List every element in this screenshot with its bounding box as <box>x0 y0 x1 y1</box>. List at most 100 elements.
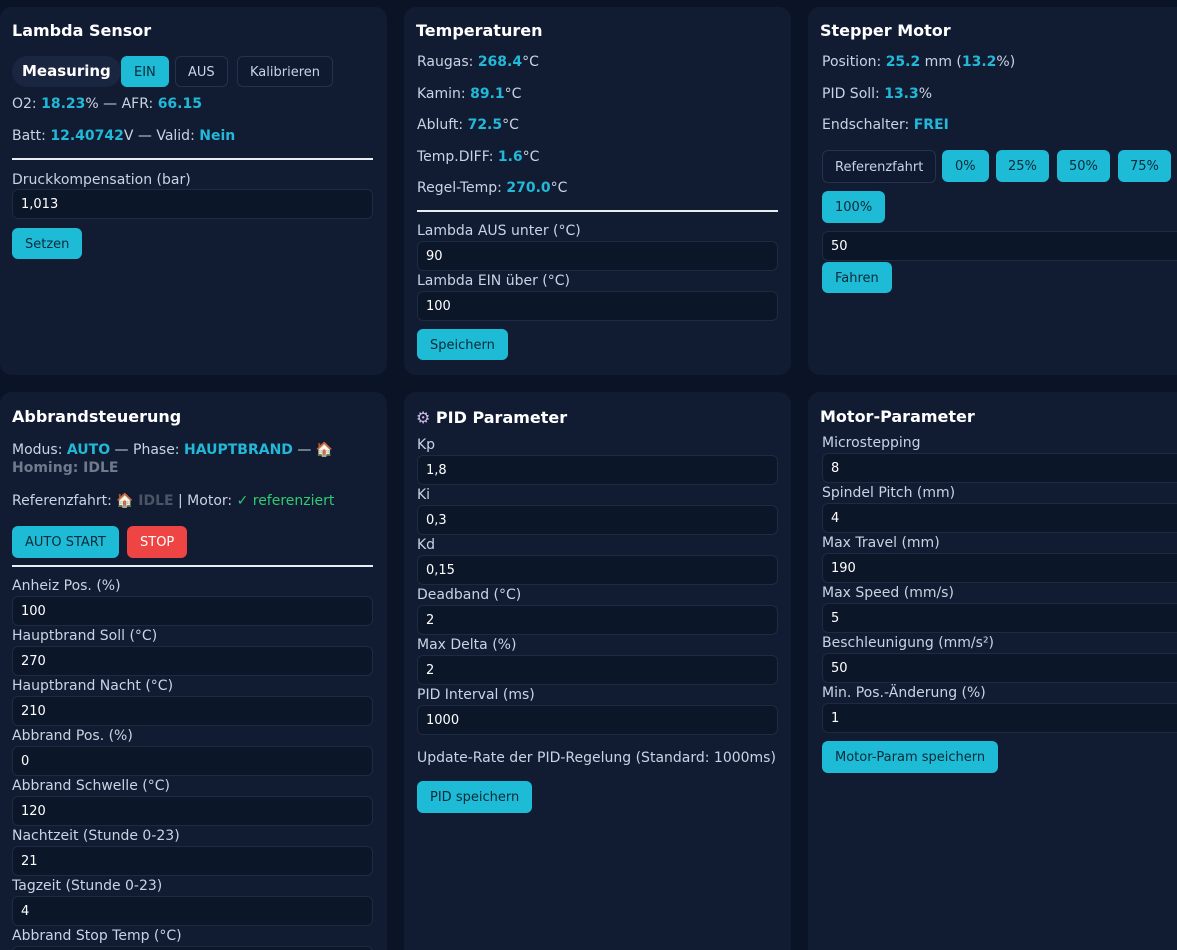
tagzeit-input[interactable] <box>12 896 373 926</box>
field-label: Max Delta (%) <box>417 637 517 653</box>
kp-input[interactable] <box>417 455 778 485</box>
stepper-pid-line: PID Soll: 13.3% <box>822 86 933 102</box>
target-position-input[interactable] <box>822 231 1177 261</box>
lambda-aus-input[interactable] <box>417 241 778 271</box>
divider <box>12 565 373 567</box>
temps-title: Temperaturen <box>416 21 543 40</box>
druck-input[interactable] <box>12 189 373 219</box>
pos-75-button[interactable]: 75% <box>1118 150 1171 182</box>
hauptbrand-soll-input[interactable] <box>12 646 373 676</box>
temp-row-regel: Regel-Temp: 270.0°C <box>417 180 568 196</box>
abbrand-status-line: Modus: AUTO — Phase: HAUPTBRAND — 🏠 Homin… <box>12 442 334 476</box>
field-label: Hauptbrand Nacht (°C) <box>12 678 174 694</box>
pos-50-button[interactable]: 50% <box>1057 150 1110 182</box>
lambda-title: Lambda Sensor <box>12 21 152 40</box>
min-pos-change-input[interactable] <box>822 703 1177 733</box>
divider <box>417 210 778 212</box>
temp-row-abluft: Abluft: 72.5°C <box>417 117 519 133</box>
fahren-button[interactable]: Fahren <box>822 262 892 293</box>
lambda-status-badge: Measuring <box>12 56 121 87</box>
stop-button[interactable]: STOP <box>127 526 188 558</box>
temps-card: Temperaturen Raugas: 268.4°C Kamin: 89.1… <box>404 7 791 375</box>
pos-0-button[interactable]: 0% <box>942 150 989 182</box>
abbrand-pos-input[interactable] <box>12 746 373 776</box>
lambda-ein-label: Lambda EIN über (°C) <box>417 273 570 289</box>
field-label: Abbrand Pos. (%) <box>12 728 133 744</box>
abbrand-title: Abbrandsteuerung <box>12 407 182 426</box>
kd-input[interactable] <box>417 555 778 585</box>
field-label: Max Speed (mm/s) <box>822 585 954 601</box>
temp-row-raugas: Raugas: 268.4°C <box>417 54 539 70</box>
microstepping-input[interactable] <box>822 453 1177 483</box>
max-speed-input[interactable] <box>822 603 1177 633</box>
o2-value: 18.23 <box>41 96 86 112</box>
stepper-card: Stepper Motor Position: 25.2 mm (13.2%) … <box>808 7 1177 375</box>
stepper-position-line: Position: 25.2 mm (13.2%) <box>822 54 1016 70</box>
motor-card: Motor-Parameter Microstepping Spindel Pi… <box>808 392 1177 950</box>
beschleunigung-input[interactable] <box>822 653 1177 683</box>
stepper-endschalter-line: Endschalter: FREI <box>822 117 949 133</box>
pid-interval-input[interactable] <box>417 705 778 735</box>
field-label: Beschleunigung (mm/s²) <box>822 635 995 651</box>
auto-start-button[interactable]: AUTO START <box>12 526 119 558</box>
field-label: Deadband (°C) <box>417 587 522 603</box>
lambda-aus-label: Lambda AUS unter (°C) <box>417 223 581 239</box>
pid-title: PID Parameter <box>435 408 568 427</box>
field-label: Hauptbrand Soll (°C) <box>12 628 158 644</box>
lambda-o2-line: O2: 18.23% — AFR: 66.15 <box>12 96 202 112</box>
pid-card: ⚙ PID Parameter Kp Ki Kd Deadband (°C) M… <box>404 392 791 950</box>
divider <box>12 158 373 160</box>
field-label: Tagzeit (Stunde 0-23) <box>12 878 163 894</box>
referenzfahrt-button[interactable]: Referenzfahrt <box>822 150 937 183</box>
field-label: Abbrand Schwelle (°C) <box>12 778 170 794</box>
gear-icon: ⚙ <box>416 408 431 427</box>
afr-value: 66.15 <box>157 96 202 112</box>
deadband-input[interactable] <box>417 605 778 635</box>
abbrand-ref-line: Referenzfahrt: 🏠 IDLE | Motor: ✓ referen… <box>12 493 335 509</box>
pid-save-button[interactable]: PID speichern <box>417 781 533 813</box>
field-label: Ki <box>417 487 431 503</box>
abbrand-stop-temp-input[interactable] <box>12 946 373 950</box>
field-label: Abbrand Stop Temp (°C) <box>12 928 182 944</box>
abbrand-card: Abbrandsteuerung Modus: AUTO — Phase: HA… <box>0 392 387 950</box>
field-label: Min. Pos.-Änderung (%) <box>822 685 986 701</box>
spindel-pitch-input[interactable] <box>822 503 1177 533</box>
lambda-card: Lambda Sensor Measuring EIN AUS Kalibrie… <box>0 7 387 375</box>
pid-title-row: ⚙ PID Parameter <box>416 408 779 427</box>
max-delta-input[interactable] <box>417 655 778 685</box>
field-label: Anheiz Pos. (%) <box>12 578 121 594</box>
valid-value: Nein <box>199 128 236 144</box>
motor-title: Motor-Parameter <box>820 407 975 426</box>
batt-value: 12.40742 <box>50 128 124 144</box>
pos-25-button[interactable]: 25% <box>996 150 1049 182</box>
lambda-batt-line: Batt: 12.40742V — Valid: Nein <box>12 128 236 144</box>
home-icon: 🏠 <box>315 442 334 458</box>
anheiz-pos-input[interactable] <box>12 596 373 626</box>
lambda-ein-button[interactable]: EIN <box>121 56 169 87</box>
field-label: Microstepping <box>822 435 921 451</box>
field-label: PID Interval (ms) <box>417 687 535 703</box>
nachtzeit-input[interactable] <box>12 846 373 876</box>
motor-param-save-button[interactable]: Motor-Param speichern <box>822 741 999 773</box>
lambda-ein-input[interactable] <box>417 291 778 321</box>
ki-input[interactable] <box>417 505 778 535</box>
stepper-title: Stepper Motor <box>820 21 951 40</box>
field-label: Kd <box>417 537 436 553</box>
temp-row-kamin: Kamin: 89.1°C <box>417 86 522 102</box>
abbrand-schwelle-input[interactable] <box>12 796 373 826</box>
pid-hint-text: Update-Rate der PID-Regelung (Standard: … <box>417 750 776 766</box>
temps-save-button[interactable]: Speichern <box>417 329 508 360</box>
lambda-kalibrieren-button[interactable]: Kalibrieren <box>237 56 333 87</box>
field-label: Kp <box>417 437 436 453</box>
lambda-aus-button[interactable]: AUS <box>175 56 228 87</box>
home-icon: 🏠 <box>116 493 134 509</box>
setzen-button[interactable]: Setzen <box>12 228 83 259</box>
field-label: Max Travel (mm) <box>822 535 940 551</box>
field-label: Nachtzeit (Stunde 0-23) <box>12 828 180 844</box>
temp-row-diff: Temp.DIFF: 1.6°C <box>417 149 540 165</box>
pos-100-button[interactable]: 100% <box>822 191 886 223</box>
max-travel-input[interactable] <box>822 553 1177 583</box>
druck-label: Druckkompensation (bar) <box>12 172 191 188</box>
field-label: Spindel Pitch (mm) <box>822 485 956 501</box>
hauptbrand-nacht-input[interactable] <box>12 696 373 726</box>
